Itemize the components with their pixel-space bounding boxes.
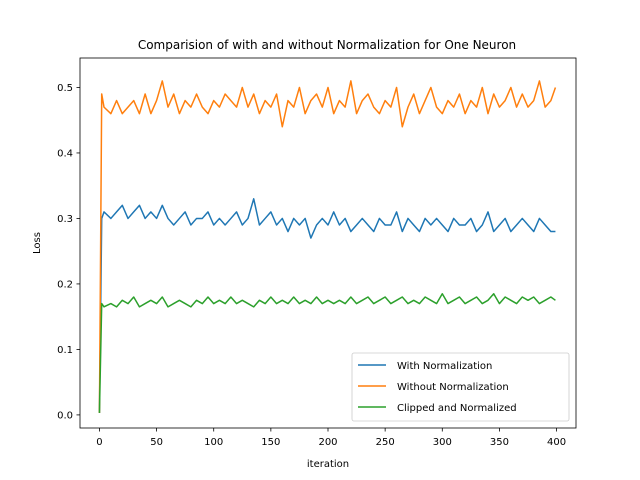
x-tick-label: 200 bbox=[318, 437, 337, 448]
y-tick-label: 0.3 bbox=[57, 214, 73, 225]
y-tick-label: 0.4 bbox=[57, 148, 73, 159]
plot-area: 0 50 100 150 200 250 300 350 400 0.0 0.1 0.2 0.3 0.4… bbox=[57, 57, 577, 448]
series-line-clipped-and-normalized bbox=[98, 293, 556, 413]
legend-label-with-normalization: With Normalization bbox=[397, 361, 492, 372]
x-tick-label: 0 bbox=[96, 437, 102, 448]
x-tick-label: 100 bbox=[204, 437, 223, 448]
y-axis-label: Loss bbox=[32, 232, 43, 254]
legend-box bbox=[351, 352, 570, 422]
x-axis-label: iteration bbox=[307, 459, 349, 470]
series-line-without-normalization bbox=[98, 80, 557, 413]
y-tick-label: 0.2 bbox=[57, 279, 73, 290]
legend: With Normalization Without Normalization… bbox=[351, 352, 570, 422]
x-tick-label: 50 bbox=[150, 437, 163, 448]
x-tick-label: 400 bbox=[547, 437, 566, 448]
x-tick-label: 250 bbox=[376, 437, 395, 448]
legend-label-clipped-and-normalized: Clipped and Normalized bbox=[397, 403, 517, 414]
legend-label-without-normalization: Without Normalization bbox=[397, 382, 509, 393]
chart-title: Comparision of with and without Normaliz… bbox=[138, 38, 516, 52]
x-tick-label: 150 bbox=[261, 437, 280, 448]
x-axis-ticks: 0 50 100 150 200 250 300 350 400 bbox=[96, 428, 566, 448]
y-tick-label: 0.0 bbox=[57, 410, 73, 421]
y-tick-label: 0.5 bbox=[57, 83, 73, 94]
x-tick-label: 350 bbox=[490, 437, 509, 448]
x-tick-label: 300 bbox=[433, 437, 452, 448]
y-axis-ticks: 0.0 0.1 0.2 0.3 0.4 0.5 bbox=[57, 83, 80, 421]
series-layer bbox=[98, 80, 557, 413]
series-line-with-normalization bbox=[98, 198, 556, 413]
y-tick-label: 0.1 bbox=[57, 345, 73, 356]
